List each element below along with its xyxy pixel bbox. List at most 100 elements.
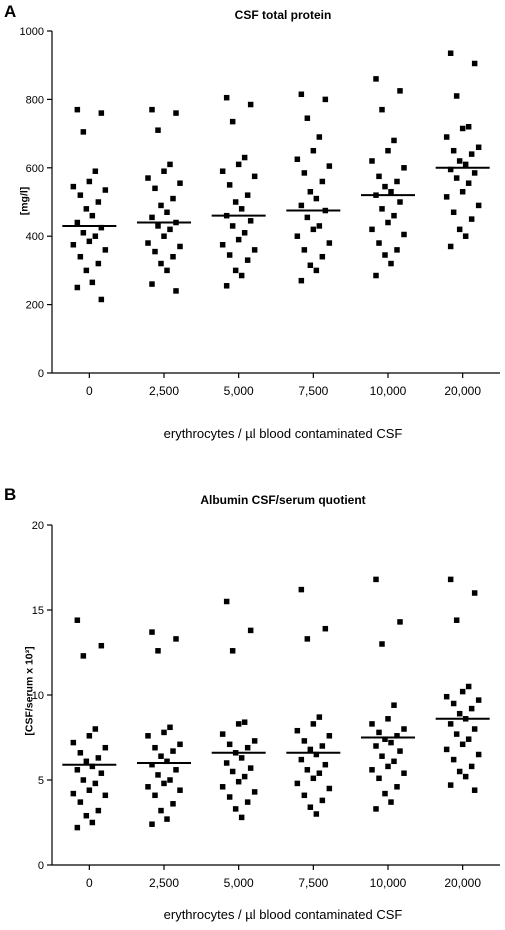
data-point bbox=[89, 819, 96, 826]
data-point bbox=[241, 230, 248, 236]
data-point bbox=[226, 182, 233, 188]
data-point bbox=[226, 794, 233, 800]
data-point bbox=[456, 768, 463, 775]
data-point bbox=[229, 768, 236, 775]
data-point bbox=[385, 219, 391, 226]
data-point bbox=[397, 619, 403, 625]
data-point bbox=[158, 753, 164, 759]
data-point bbox=[89, 763, 96, 770]
data-point bbox=[369, 721, 375, 727]
data-point bbox=[307, 804, 314, 810]
data-point bbox=[456, 710, 463, 717]
data-point bbox=[447, 166, 454, 173]
data-point bbox=[468, 705, 475, 712]
data-point bbox=[98, 224, 105, 231]
data-point bbox=[373, 76, 379, 82]
data-point bbox=[462, 161, 469, 168]
data-point bbox=[74, 106, 81, 113]
data-point bbox=[223, 94, 230, 101]
data-point bbox=[319, 253, 326, 260]
chart-panel-b: B Albumin CSF/serum quotient [CSF/serum … bbox=[0, 465, 505, 930]
data-point bbox=[164, 816, 170, 822]
data-point bbox=[251, 789, 258, 795]
x-tick-label: 0 bbox=[86, 876, 93, 890]
data-point bbox=[80, 230, 87, 236]
data-point bbox=[316, 714, 323, 720]
data-point bbox=[149, 761, 155, 768]
data-point bbox=[102, 247, 109, 253]
data-point bbox=[247, 218, 254, 224]
data-point bbox=[401, 726, 407, 732]
data-point bbox=[322, 96, 329, 103]
data-point bbox=[459, 688, 466, 695]
data-point bbox=[459, 188, 466, 195]
data-point bbox=[316, 223, 323, 229]
data-point bbox=[102, 187, 109, 193]
data-point bbox=[149, 214, 155, 221]
data-point bbox=[223, 283, 230, 289]
data-point bbox=[379, 106, 385, 113]
data-point bbox=[376, 775, 382, 782]
data-point bbox=[443, 194, 450, 200]
data-point bbox=[304, 767, 311, 773]
data-point bbox=[450, 700, 457, 707]
data-point bbox=[450, 147, 457, 154]
data-point bbox=[304, 115, 311, 121]
data-point bbox=[241, 719, 248, 725]
y-tick-label: 800 bbox=[26, 94, 44, 106]
data-point bbox=[471, 787, 478, 793]
data-point bbox=[471, 60, 478, 67]
data-point bbox=[369, 226, 375, 233]
data-point bbox=[232, 267, 239, 274]
data-point bbox=[382, 183, 388, 190]
data-point bbox=[177, 243, 183, 250]
chart-plot-area: 0 5 10 15 20 0 2,500 5,000 7,500 10,000 20,000 bbox=[32, 520, 500, 890]
data-point bbox=[238, 814, 245, 821]
data-point bbox=[385, 763, 391, 770]
data-point bbox=[394, 733, 400, 739]
data-point bbox=[149, 281, 155, 287]
data-point bbox=[313, 267, 320, 274]
data-point bbox=[161, 233, 167, 239]
x-tick-label: 20,000 bbox=[444, 384, 481, 398]
data-point bbox=[98, 642, 105, 649]
data-point bbox=[294, 233, 301, 239]
data-point bbox=[394, 247, 400, 253]
data-point bbox=[453, 617, 460, 623]
data-point bbox=[294, 156, 301, 162]
data-point bbox=[80, 777, 87, 783]
data-point bbox=[310, 721, 317, 727]
data-point bbox=[379, 753, 385, 759]
x-tick-label: 7,500 bbox=[298, 384, 328, 398]
data-point bbox=[465, 736, 472, 742]
y-tick-label: 600 bbox=[26, 163, 44, 175]
data-point bbox=[95, 199, 102, 205]
y-tick-label: 200 bbox=[26, 300, 44, 312]
data-point bbox=[447, 243, 454, 250]
data-point bbox=[475, 202, 482, 209]
data-point bbox=[369, 158, 375, 164]
data-point bbox=[301, 247, 308, 253]
data-point bbox=[468, 216, 475, 222]
data-point bbox=[170, 195, 176, 202]
data-point bbox=[319, 178, 326, 185]
data-point bbox=[443, 693, 450, 700]
chart-title: CSF total protein bbox=[234, 8, 332, 22]
data-point bbox=[244, 799, 251, 805]
data-point bbox=[70, 790, 77, 797]
data-point bbox=[226, 252, 233, 258]
data-point bbox=[326, 733, 333, 739]
chart-panel-a: A CSF total protein [mg/l] erythrocytes … bbox=[4, 2, 500, 441]
data-point bbox=[322, 625, 329, 632]
data-point bbox=[397, 748, 403, 754]
data-point bbox=[376, 173, 382, 180]
data-point bbox=[471, 590, 478, 596]
data-point bbox=[251, 173, 258, 180]
data-point bbox=[80, 653, 87, 659]
x-axis-label: erythrocytes / µl blood contaminated CSF bbox=[163, 907, 403, 922]
data-point bbox=[326, 163, 333, 169]
data-point bbox=[164, 267, 170, 274]
data-point bbox=[447, 576, 454, 583]
data-point bbox=[74, 219, 81, 226]
data-point bbox=[173, 288, 179, 294]
